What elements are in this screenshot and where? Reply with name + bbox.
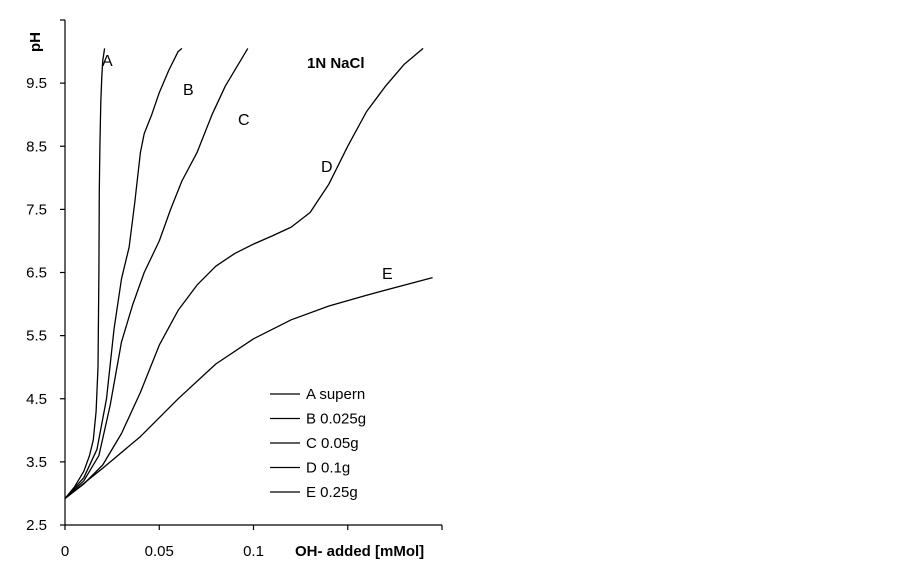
x-tick-label: 0 [61, 543, 69, 560]
series-group [64, 47, 433, 500]
y-tick-label: 6.5 [26, 265, 47, 282]
legend-entry: A supern [306, 386, 365, 403]
curve-label-b: B [183, 82, 194, 99]
legend-entry: C 0.05g [306, 435, 359, 452]
series-line-d [64, 47, 424, 500]
legend: A supern B 0.025g C 0.05g D 0.1g E 0.25g [270, 386, 366, 501]
x-tick-label: 0.1 [243, 543, 264, 560]
x-axis-title: OH- added [mMol] [295, 543, 424, 560]
y-tick-label: 3.5 [26, 454, 47, 471]
curve-label-e: E [382, 266, 393, 283]
legend-entry: D 0.1g [306, 460, 350, 477]
series-line-e [64, 276, 433, 500]
axes: 2.5 3.5 4.5 5.5 6.5 7.5 8.5 9.5 0 0.05 0.1 [26, 19, 443, 560]
curve-labels: A B C D E [102, 53, 393, 283]
y-tick-label: 2.5 [26, 517, 47, 534]
series-line-b [64, 47, 183, 499]
x-ticks: 0 0.05 0.1 [61, 525, 443, 560]
y-tick-label: 8.5 [26, 138, 47, 155]
legend-entry: B 0.025g [306, 411, 366, 428]
y-tick-label: 7.5 [26, 201, 47, 218]
curve-label-c: C [238, 112, 250, 129]
y-axis-title: pH [27, 32, 44, 52]
x-tick-label: 0.05 [145, 543, 174, 560]
series-line-c [64, 48, 249, 499]
chart-annotation: 1N NaCl [307, 55, 365, 72]
y-tick-label: 5.5 [26, 328, 47, 345]
y-tick-label: 9.5 [26, 75, 47, 92]
curve-label-a: A [102, 53, 113, 70]
legend-entry: E 0.25g [306, 484, 358, 501]
y-ticks: 2.5 3.5 4.5 5.5 6.5 7.5 8.5 9.5 [26, 19, 65, 534]
curve-label-d: D [321, 159, 333, 176]
series-line-a [64, 48, 106, 499]
y-tick-label: 4.5 [26, 391, 47, 408]
